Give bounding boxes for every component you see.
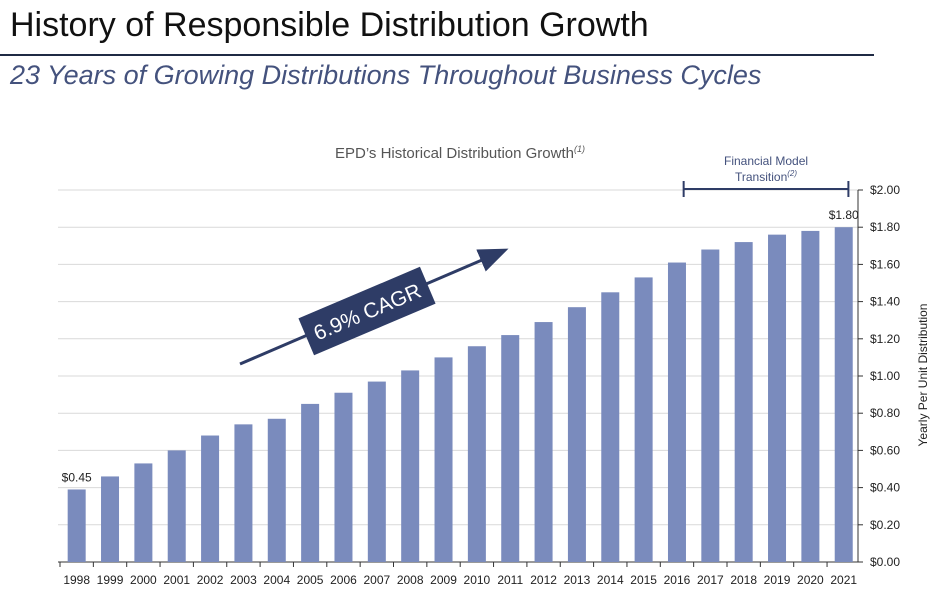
bar-2010: [467, 346, 486, 562]
y-tick-label: $0.80: [870, 406, 900, 420]
x-tick-label: 2006: [330, 573, 357, 587]
y-tick-label: $0.20: [870, 518, 900, 532]
bar-2021: [834, 227, 853, 562]
bar-2018: [734, 242, 753, 562]
y-tick-label: $1.20: [870, 332, 900, 346]
x-tick-label: 2009: [430, 573, 457, 587]
x-tick-label: 2016: [664, 573, 691, 587]
x-tick-label: 2010: [464, 573, 491, 587]
bars: $0.45 $1.80: [62, 208, 859, 563]
x-tick-label: 2019: [764, 573, 791, 587]
data-label-1998: $0.45: [62, 470, 92, 484]
transition-label: Financial Model: [724, 154, 808, 168]
y-tick-label: $2.00: [870, 183, 900, 197]
x-tick-label: 2014: [597, 573, 624, 587]
x-tick-label: 2018: [730, 573, 757, 587]
title-divider: [0, 54, 874, 56]
bar-1998: [67, 489, 86, 562]
x-tick-label: 1998: [63, 573, 90, 587]
bar-2013: [567, 307, 586, 562]
y-axis: $0.00 $0.20 $0.40 $0.60 $0.80 $1.00 $1.20 $1.40…: [857, 183, 900, 569]
y-axis-title: Yearly Per Unit Distribution: [916, 304, 930, 447]
x-tick-label: 2013: [564, 573, 591, 587]
y-tick-label: $1.80: [870, 220, 900, 234]
transition-label-line2: Transition(2): [735, 169, 797, 184]
x-axis-labels: 1998 1999 2000 2001 2002 2003 2004 2005 2006 2007…: [59, 562, 857, 587]
bar-2014: [601, 292, 620, 562]
bar-2003: [234, 424, 253, 562]
bar-2004: [267, 418, 286, 562]
y-tick-label: $0.40: [870, 481, 900, 495]
bar-2016: [667, 262, 686, 562]
bar-2012: [534, 322, 553, 562]
y-tick-label: $0.60: [870, 443, 900, 457]
bar-2001: [167, 450, 186, 562]
x-tick-label: 2002: [197, 573, 224, 587]
page-title: History of Responsible Distribution Grow…: [10, 6, 649, 44]
x-tick-label: 1999: [97, 573, 124, 587]
data-label-2021: $1.80: [829, 208, 859, 222]
bar-2005: [301, 403, 320, 562]
x-tick-label: 2008: [397, 573, 424, 587]
bar-2002: [201, 435, 220, 562]
x-tick-label: 2021: [830, 573, 857, 587]
x-tick-label: 2003: [230, 573, 257, 587]
x-tick-label: 2020: [797, 573, 824, 587]
bar-2019: [768, 234, 787, 562]
chart-title: EPD’s Historical Distribution Growth(1): [335, 144, 585, 162]
bar-2017: [701, 249, 720, 562]
x-tick-label: 2011: [497, 573, 523, 587]
bar-2020: [801, 230, 820, 563]
y-tick-label: $1.60: [870, 257, 900, 271]
gridlines: [58, 189, 858, 563]
bar-2009: [434, 357, 453, 562]
bar-2011: [501, 335, 520, 562]
transition-bracket: [682, 181, 850, 197]
bar-2008: [401, 370, 420, 562]
x-tick-label: 2004: [263, 573, 290, 587]
transition-footnote: (2): [787, 169, 797, 178]
bar-2007: [367, 381, 386, 562]
bar-2000: [134, 463, 153, 562]
cagr-badge: 6.9% CAGR: [298, 266, 436, 356]
x-tick-label: 2005: [297, 573, 324, 587]
x-tick-label: 2015: [630, 573, 657, 587]
x-tick-label: 2000: [130, 573, 157, 587]
y-tick-label: $1.40: [870, 295, 900, 309]
bar-2015: [634, 277, 653, 562]
page-subtitle: 23 Years of Growing Distributions Throug…: [10, 60, 762, 90]
chart-title-footnote: (1): [574, 144, 585, 154]
x-tick-label: 2017: [697, 573, 724, 587]
bar-2006: [334, 392, 353, 562]
x-tick-label: 2001: [163, 573, 190, 587]
y-tick-label: $0.00: [870, 555, 900, 569]
bar-1999: [101, 476, 120, 562]
y-tick-label: $1.00: [870, 369, 900, 383]
x-tick-label: 2012: [530, 573, 557, 587]
x-tick-label: 2007: [363, 573, 390, 587]
